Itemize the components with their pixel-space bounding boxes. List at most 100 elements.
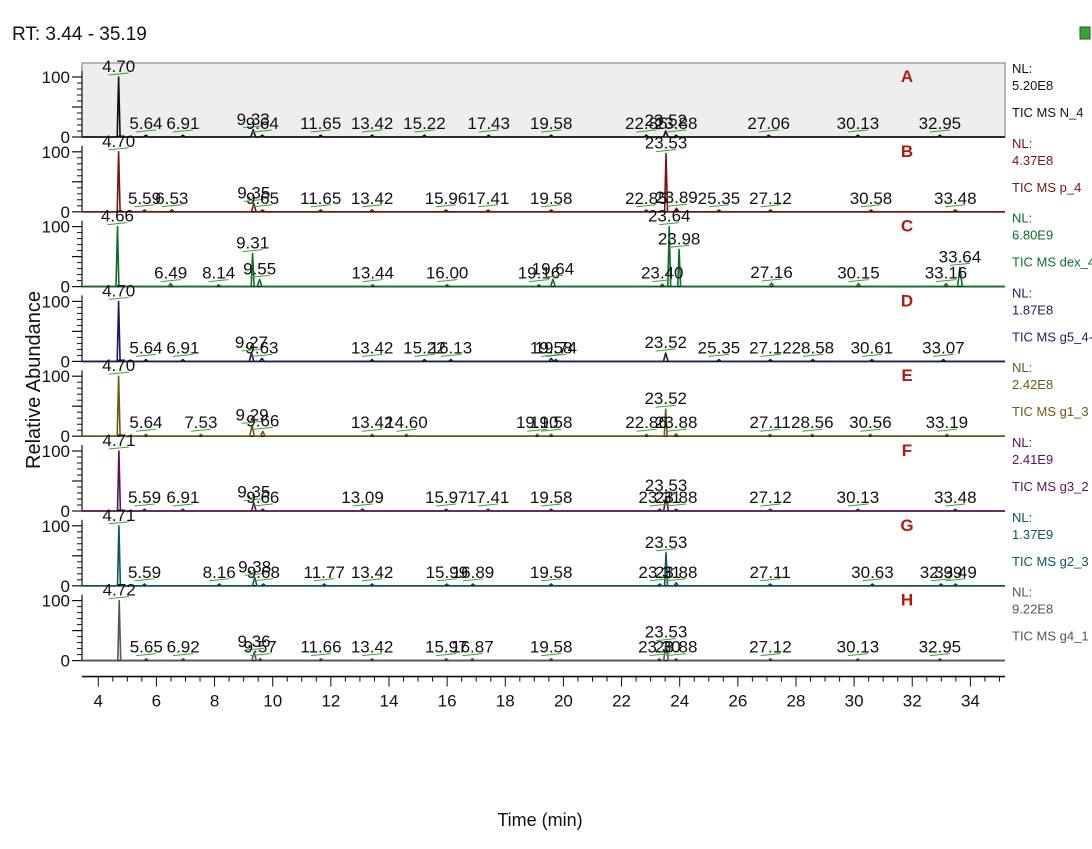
peak-label: 23.98 [658,229,701,248]
peak-label: 19.58 [530,638,573,657]
peak-marker [527,428,548,432]
peak-label: 7.53 [184,413,217,432]
peak-label: 9.35 [237,483,270,502]
peak-label: 33.48 [934,189,977,208]
peak-label: 14.60 [385,413,428,432]
peak-label: 23.88 [655,563,698,582]
peak-marker [134,204,155,208]
peak-marker [462,578,484,582]
peak-marker [436,653,457,657]
corner-indicator[interactable] [1079,26,1091,40]
peak-label: 23.30 [638,638,681,657]
peak-label: 33.49 [934,563,977,582]
peak-label: 23.53 [645,476,688,495]
peak-label: 27.12 [749,488,792,507]
peak-label: 23.64 [648,207,691,226]
peak-label: 23.89 [655,188,698,207]
peak-label: 23.88 [655,114,698,133]
peak-marker [935,279,957,283]
peak-marker [242,420,263,424]
y-tick-label: 0 [61,352,70,371]
peak-marker [134,578,155,582]
nl-value: 5.20E8 [1012,78,1053,93]
peak-label: 9.36 [238,632,271,651]
x-tick-label: 24 [670,692,689,711]
y-tick-label: 0 [61,652,70,671]
peak-label: 32.99 [920,563,963,582]
peak-marker [108,446,129,450]
peak-label: 9.31 [236,234,269,253]
nl-value: 9.22E8 [1012,602,1053,617]
peak-marker [252,129,273,133]
peak-marker [310,204,331,208]
peak-label: 23.52 [644,389,687,408]
peak-marker [244,647,265,651]
peak-label: 16.13 [430,338,473,357]
panel-c: 0 100 4.66 6.49 8.149.31 9.55 13.44 16.00 19.161… [42,207,1092,297]
peak-label: 9.65 [246,189,279,208]
peak-label: 8.14 [202,264,235,283]
peak-label: 32.95 [919,638,962,657]
x-tick-label: 20 [554,692,573,711]
peak-marker [135,428,157,432]
peak-marker [655,348,676,352]
peak-label: 23.52 [644,333,687,352]
peak-marker [243,198,264,202]
peak-label: 13.09 [341,488,384,507]
x-tick-label: 10 [263,692,282,711]
peak-label: 4.70 [102,132,135,151]
peak-marker [847,129,868,133]
peak-marker [108,296,129,300]
peak-label: 27.12 [749,338,792,357]
y-tick-label: 100 [42,292,70,311]
x-tick-label: 26 [728,692,747,711]
peak-marker [545,353,566,357]
panel-letter: B [901,142,913,161]
x-tick-label: 16 [438,692,457,711]
peak-marker [362,653,383,657]
peak-marker [802,353,823,357]
peak-marker [708,353,729,357]
peak-label: 28.58 [792,338,835,357]
y-tick-label: 0 [61,427,70,446]
panel-f: 0 100 4.71 5.59 6.91 9.359.66 13.09 15.97 17.41 1… [42,431,1089,521]
peak-label: 9.64 [246,114,279,133]
y-tick-label: 0 [61,128,70,147]
peak-label: 5.59 [128,488,161,507]
peak-marker [945,204,966,208]
peak-marker [136,653,157,657]
peak-label: 33.16 [925,264,968,283]
peak-marker [847,503,868,507]
scan-label: TIC MS dex_4 [1012,255,1092,270]
peak-marker [244,572,265,576]
x-tick-label: 8 [210,692,219,711]
nl-label: NL: [1012,61,1032,76]
nl-value: 1.87E8 [1012,302,1053,317]
peak-marker [666,503,687,507]
panel-letter: C [901,217,913,236]
peak-marker [172,503,193,507]
y-tick-label: 100 [42,367,70,386]
chromatogram-trace [82,225,1005,288]
peak-marker [414,353,435,357]
nl-label: NL: [1012,285,1032,300]
peak-label: 9.27 [235,333,268,352]
peak-label: 23.88 [655,413,698,432]
peak-label: 30.58 [850,189,893,208]
x-tick-label: 6 [152,692,161,711]
peak-marker [362,578,383,582]
peak-label: 5.64 [129,338,162,357]
peak-marker [362,279,383,283]
nl-label: NL: [1012,435,1032,450]
peak-marker [172,129,193,133]
peak-label: 19.58 [530,413,573,432]
peak-label: 22.85 [625,114,668,133]
peak-marker [436,503,457,507]
peak-label: 4.70 [102,281,135,300]
peak-marker [249,274,270,278]
peak-marker [666,428,687,432]
peak-marker [933,353,954,357]
scan-label: TIC MS g3_2 [1012,479,1089,494]
